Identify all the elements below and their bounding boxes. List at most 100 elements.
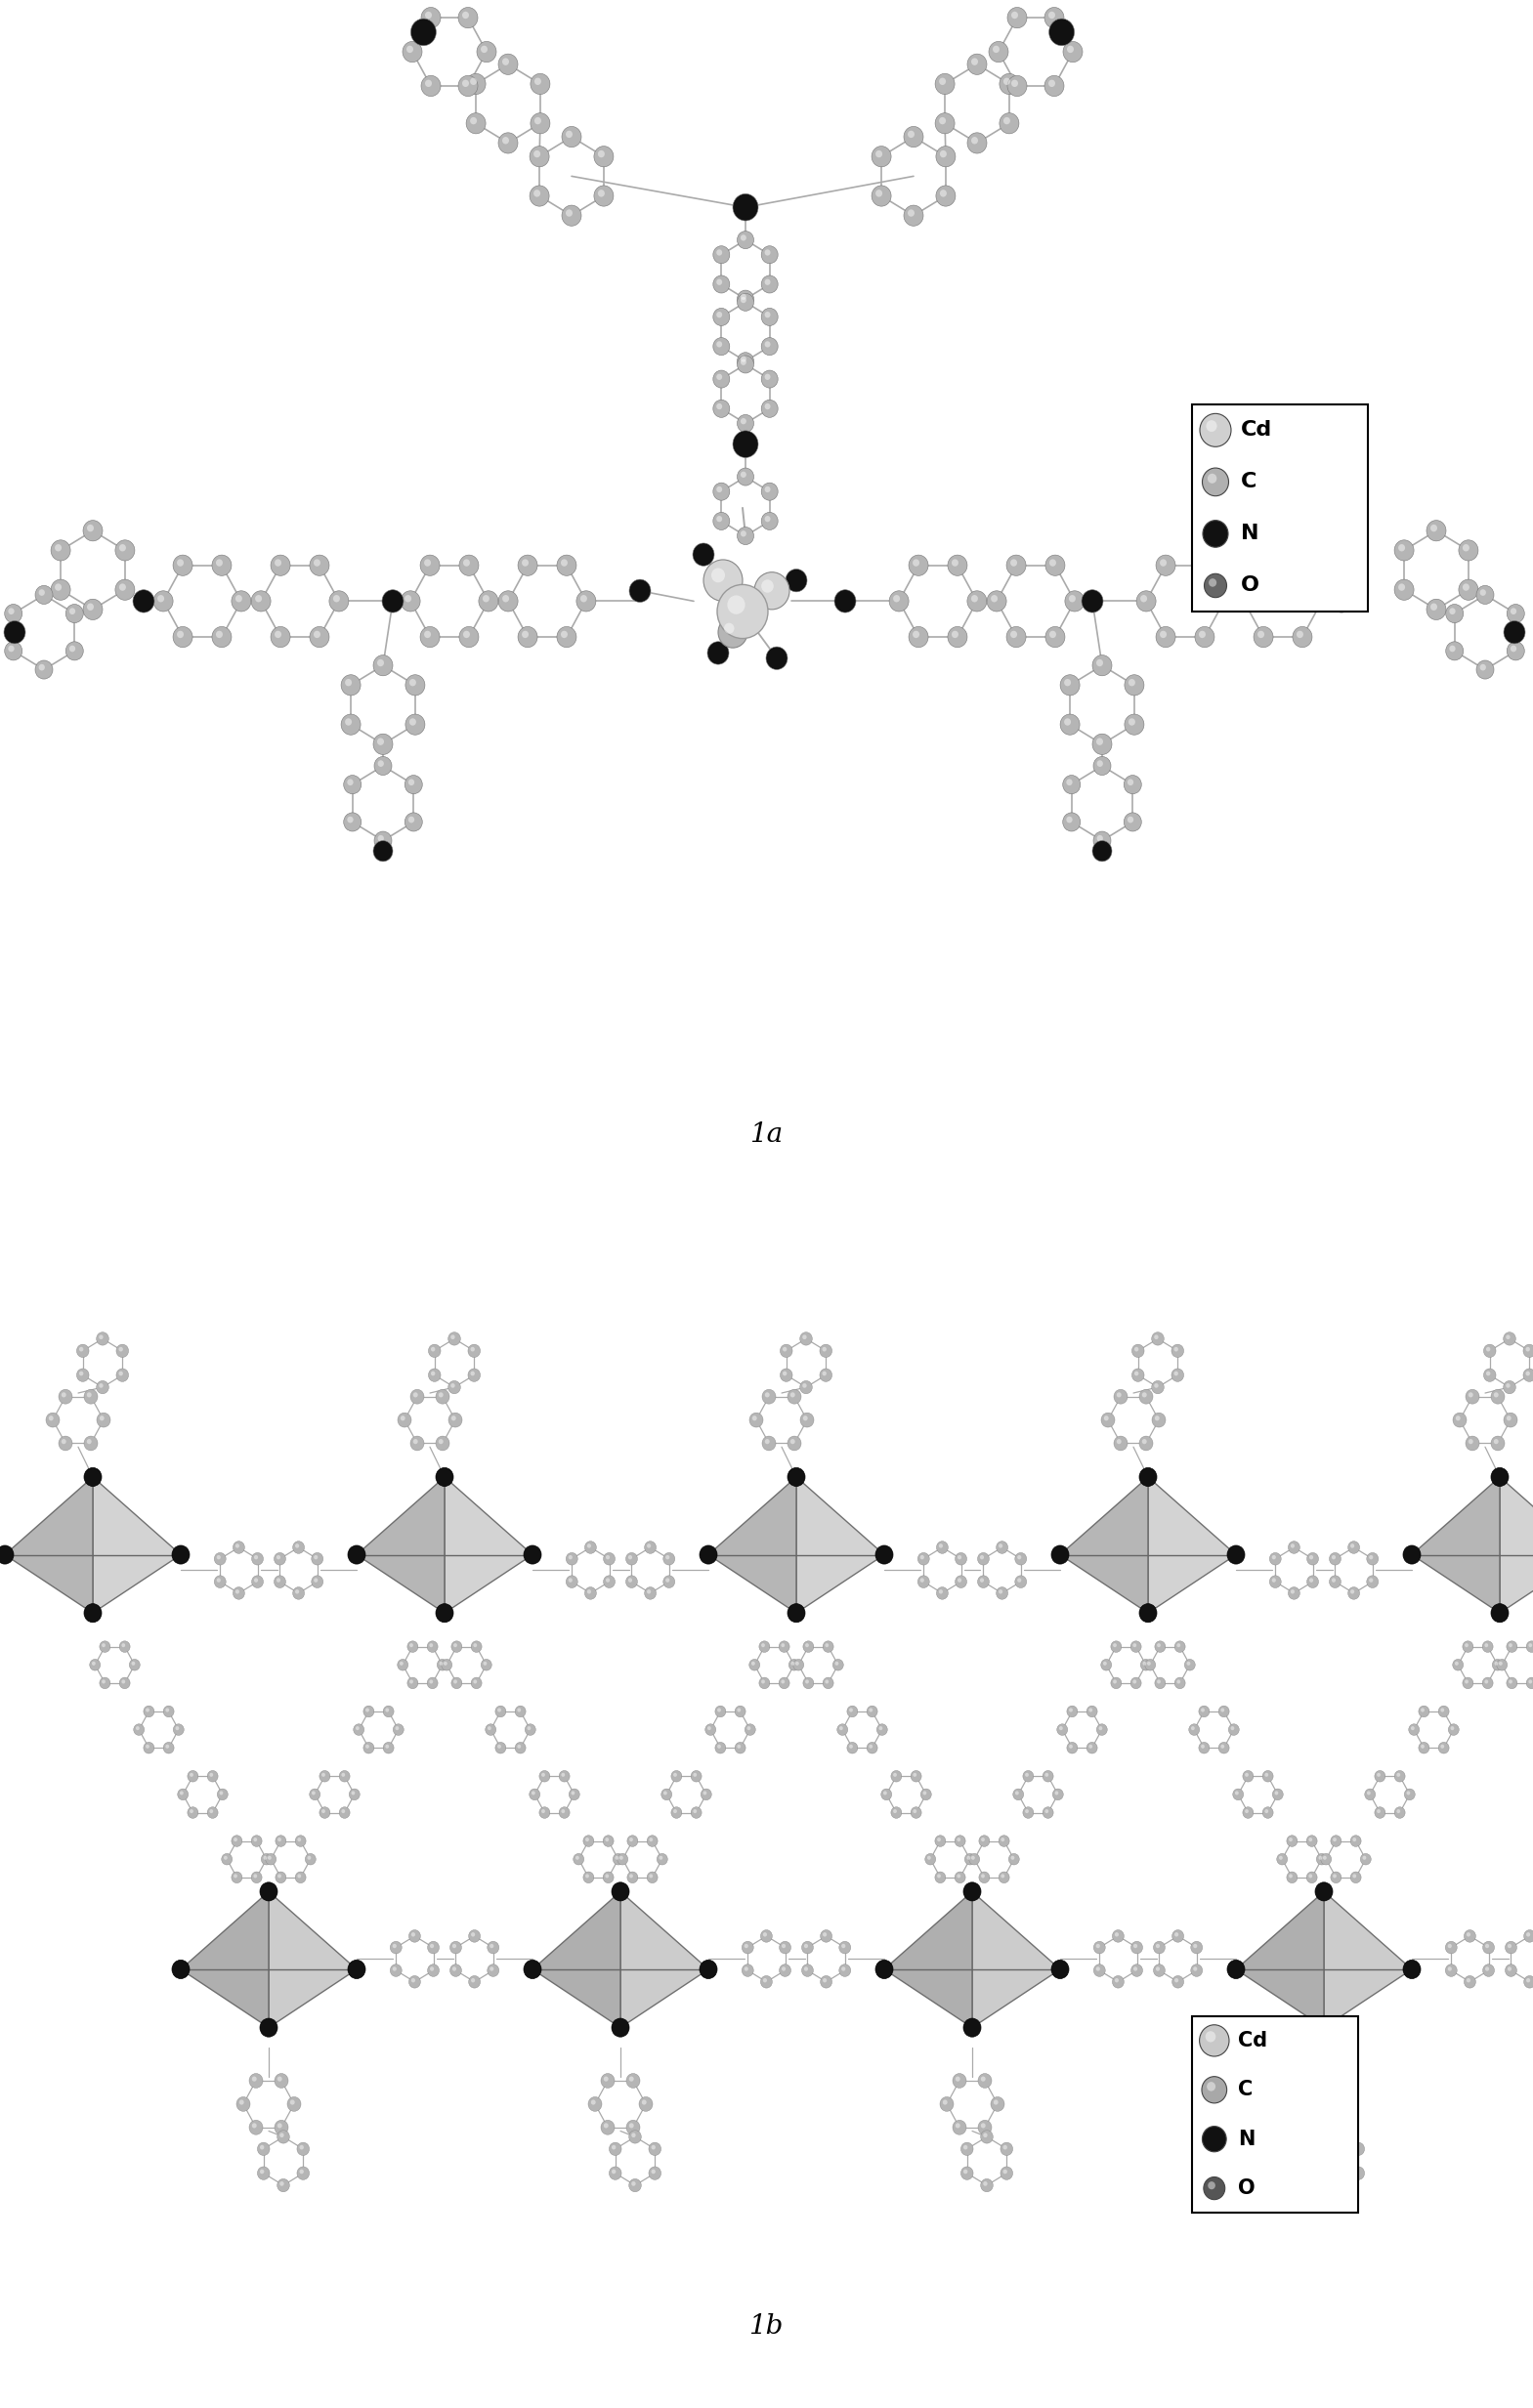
Circle shape: [412, 1440, 419, 1445]
Circle shape: [765, 486, 771, 491]
Circle shape: [1174, 1977, 1179, 1982]
Circle shape: [927, 1857, 931, 1859]
Circle shape: [1329, 1575, 1341, 1587]
Circle shape: [251, 1575, 264, 1587]
Circle shape: [981, 2124, 986, 2129]
Circle shape: [451, 1640, 461, 1652]
Circle shape: [878, 1727, 883, 1731]
Circle shape: [210, 1808, 213, 1813]
Circle shape: [1492, 1604, 1508, 1623]
Circle shape: [1199, 631, 1205, 638]
Circle shape: [216, 559, 222, 566]
Circle shape: [1151, 1413, 1165, 1428]
Circle shape: [1528, 1642, 1531, 1647]
Circle shape: [1101, 1413, 1114, 1428]
Circle shape: [737, 1743, 740, 1748]
Circle shape: [474, 1681, 477, 1683]
Circle shape: [957, 1873, 961, 1878]
Circle shape: [120, 583, 126, 590]
Circle shape: [487, 1965, 498, 1977]
Circle shape: [691, 1806, 702, 1818]
Circle shape: [998, 1871, 1009, 1883]
Circle shape: [593, 185, 613, 207]
Circle shape: [881, 1789, 892, 1801]
Circle shape: [1485, 1370, 1490, 1375]
Circle shape: [1124, 811, 1142, 831]
Circle shape: [1187, 1662, 1190, 1666]
Circle shape: [713, 246, 730, 262]
Circle shape: [998, 1589, 1003, 1594]
Circle shape: [333, 595, 340, 602]
Circle shape: [322, 1808, 325, 1813]
Circle shape: [800, 1413, 814, 1428]
Circle shape: [428, 1344, 440, 1358]
Circle shape: [717, 1743, 721, 1748]
Circle shape: [524, 1724, 535, 1736]
Circle shape: [800, 1380, 812, 1394]
Circle shape: [835, 1662, 839, 1666]
Circle shape: [1466, 1389, 1479, 1404]
Circle shape: [274, 2119, 288, 2133]
Circle shape: [760, 1929, 773, 1943]
Circle shape: [744, 1943, 748, 1948]
Circle shape: [469, 1929, 480, 1943]
Circle shape: [1297, 631, 1303, 638]
Circle shape: [392, 1967, 397, 1972]
Circle shape: [527, 1727, 530, 1731]
Circle shape: [1228, 1546, 1245, 1565]
Circle shape: [411, 1389, 425, 1404]
Circle shape: [980, 1556, 984, 1560]
Circle shape: [940, 118, 946, 125]
Circle shape: [993, 46, 1000, 53]
Circle shape: [967, 1857, 970, 1859]
Circle shape: [1136, 590, 1156, 612]
Circle shape: [629, 580, 650, 602]
Circle shape: [987, 590, 1007, 612]
Circle shape: [1309, 1873, 1312, 1878]
Circle shape: [1438, 1705, 1449, 1717]
Circle shape: [955, 2076, 960, 2081]
Circle shape: [377, 836, 383, 843]
Circle shape: [990, 595, 998, 602]
Circle shape: [1446, 641, 1464, 660]
Circle shape: [1397, 1772, 1400, 1777]
Circle shape: [1087, 1705, 1098, 1717]
Circle shape: [87, 1440, 92, 1445]
Circle shape: [1133, 1681, 1136, 1683]
Circle shape: [581, 595, 587, 602]
Circle shape: [311, 1575, 323, 1587]
Circle shape: [737, 1707, 740, 1712]
Circle shape: [713, 400, 730, 417]
Circle shape: [1026, 1808, 1029, 1813]
Circle shape: [77, 1368, 89, 1382]
Circle shape: [1510, 645, 1516, 653]
Circle shape: [1220, 1707, 1225, 1712]
Circle shape: [311, 1792, 316, 1794]
Circle shape: [963, 2146, 967, 2150]
Circle shape: [737, 291, 754, 308]
Circle shape: [253, 1837, 258, 1842]
Circle shape: [164, 1741, 175, 1753]
Circle shape: [377, 660, 383, 667]
Circle shape: [627, 1871, 638, 1883]
Circle shape: [947, 554, 967, 576]
Circle shape: [647, 1544, 652, 1548]
Circle shape: [478, 590, 498, 612]
Circle shape: [1116, 1392, 1121, 1397]
Circle shape: [339, 1770, 350, 1782]
Circle shape: [734, 1705, 745, 1717]
Circle shape: [967, 132, 987, 154]
Circle shape: [566, 209, 572, 217]
Circle shape: [955, 1575, 967, 1587]
Circle shape: [713, 275, 730, 294]
Circle shape: [61, 1392, 66, 1397]
Circle shape: [665, 1577, 670, 1582]
Circle shape: [1482, 1965, 1495, 1977]
Circle shape: [1476, 660, 1495, 679]
Circle shape: [307, 1857, 311, 1859]
Circle shape: [356, 1727, 359, 1731]
Circle shape: [1507, 1678, 1518, 1688]
Circle shape: [274, 1575, 285, 1587]
Circle shape: [717, 616, 748, 648]
Circle shape: [1113, 1929, 1124, 1943]
